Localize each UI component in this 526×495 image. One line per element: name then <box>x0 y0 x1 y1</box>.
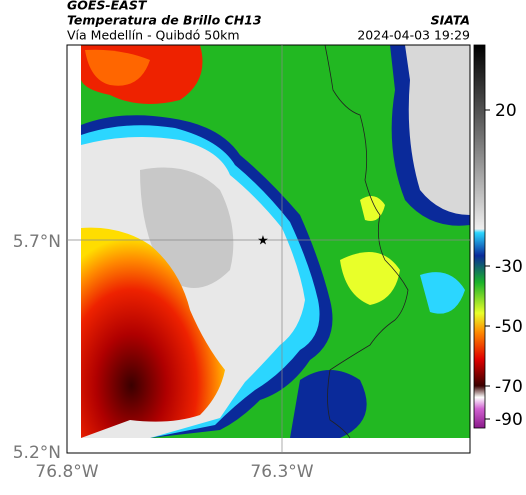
product: Temperatura de Brillo CH13 <box>67 13 262 28</box>
lat-label: 5.2°N <box>13 443 61 463</box>
borders <box>324 44 409 439</box>
brightness-image <box>81 45 470 438</box>
colorbar-label: -90 <box>495 410 523 430</box>
city-marker: ★ <box>257 234 269 249</box>
colorbar <box>473 44 486 429</box>
map-frame <box>66 44 471 454</box>
colorbar-label: -70 <box>495 377 523 397</box>
region: Vía Medellín - Quibdó 50km <box>67 28 240 43</box>
colorbar-label: 20 <box>495 101 517 121</box>
lat-label: 5.7°N <box>13 232 61 252</box>
satellite: GOES-EAST <box>67 0 148 13</box>
colorbar-label: -30 <box>495 257 523 277</box>
colorbar-label: -50 <box>495 317 523 337</box>
colorbar-ticks <box>485 109 490 420</box>
lon-label: 76.3°W <box>250 462 313 482</box>
source: SIATA <box>431 13 470 28</box>
datetime: 2024-04-03 19:29 <box>357 28 470 43</box>
lon-label: 76.8°W <box>35 462 98 482</box>
